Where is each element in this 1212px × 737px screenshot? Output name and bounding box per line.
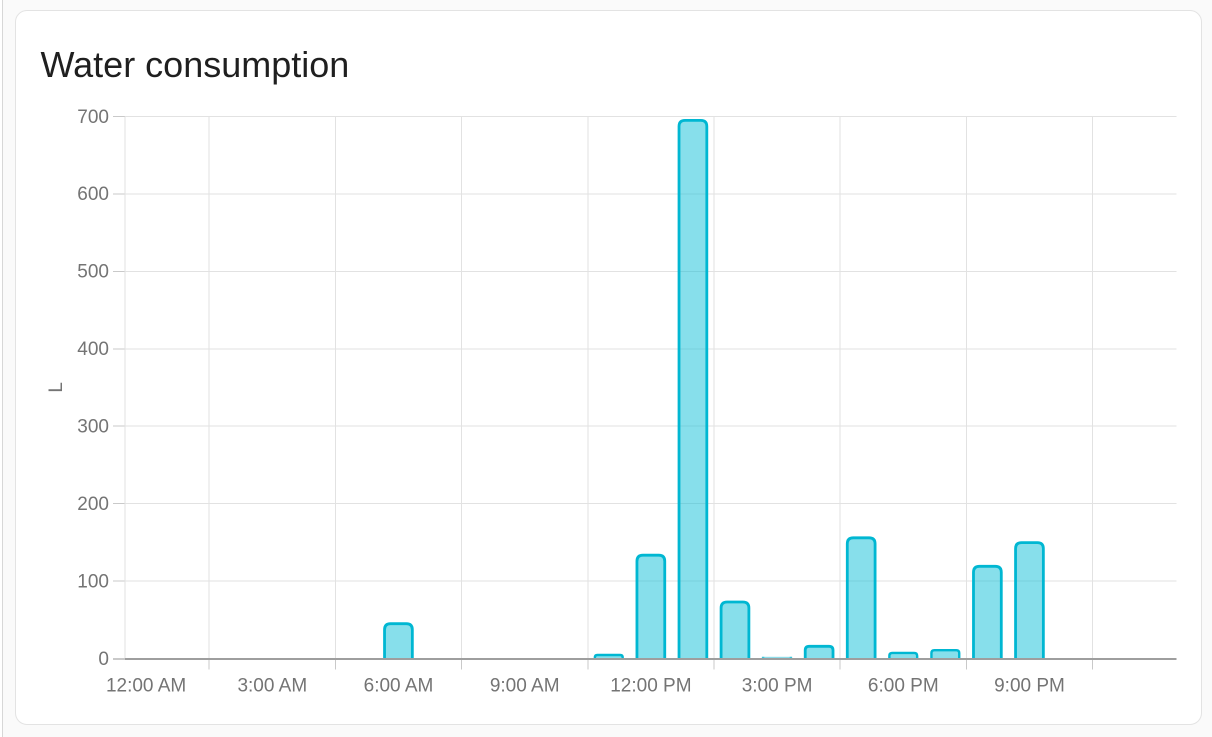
svg-text:12:00 AM: 12:00 AM — [106, 675, 186, 696]
svg-text:9:00 AM: 9:00 AM — [490, 675, 560, 696]
svg-text:6:00 AM: 6:00 AM — [364, 675, 434, 696]
svg-text:9:00 PM: 9:00 PM — [994, 675, 1065, 696]
svg-text:Water consumption: Water consumption — [41, 44, 350, 85]
svg-text:L: L — [46, 382, 67, 393]
svg-text:3:00 AM: 3:00 AM — [237, 675, 307, 696]
svg-text:300: 300 — [77, 417, 109, 438]
svg-text:12:00 PM: 12:00 PM — [610, 675, 691, 696]
svg-text:500: 500 — [77, 262, 109, 283]
svg-text:6:00 PM: 6:00 PM — [868, 675, 939, 696]
svg-text:3:00 PM: 3:00 PM — [742, 675, 813, 696]
svg-text:200: 200 — [77, 494, 109, 515]
svg-text:0: 0 — [98, 649, 109, 670]
svg-text:700: 700 — [77, 107, 109, 128]
svg-text:400: 400 — [77, 339, 109, 360]
svg-text:600: 600 — [77, 184, 109, 205]
svg-text:100: 100 — [77, 571, 109, 592]
